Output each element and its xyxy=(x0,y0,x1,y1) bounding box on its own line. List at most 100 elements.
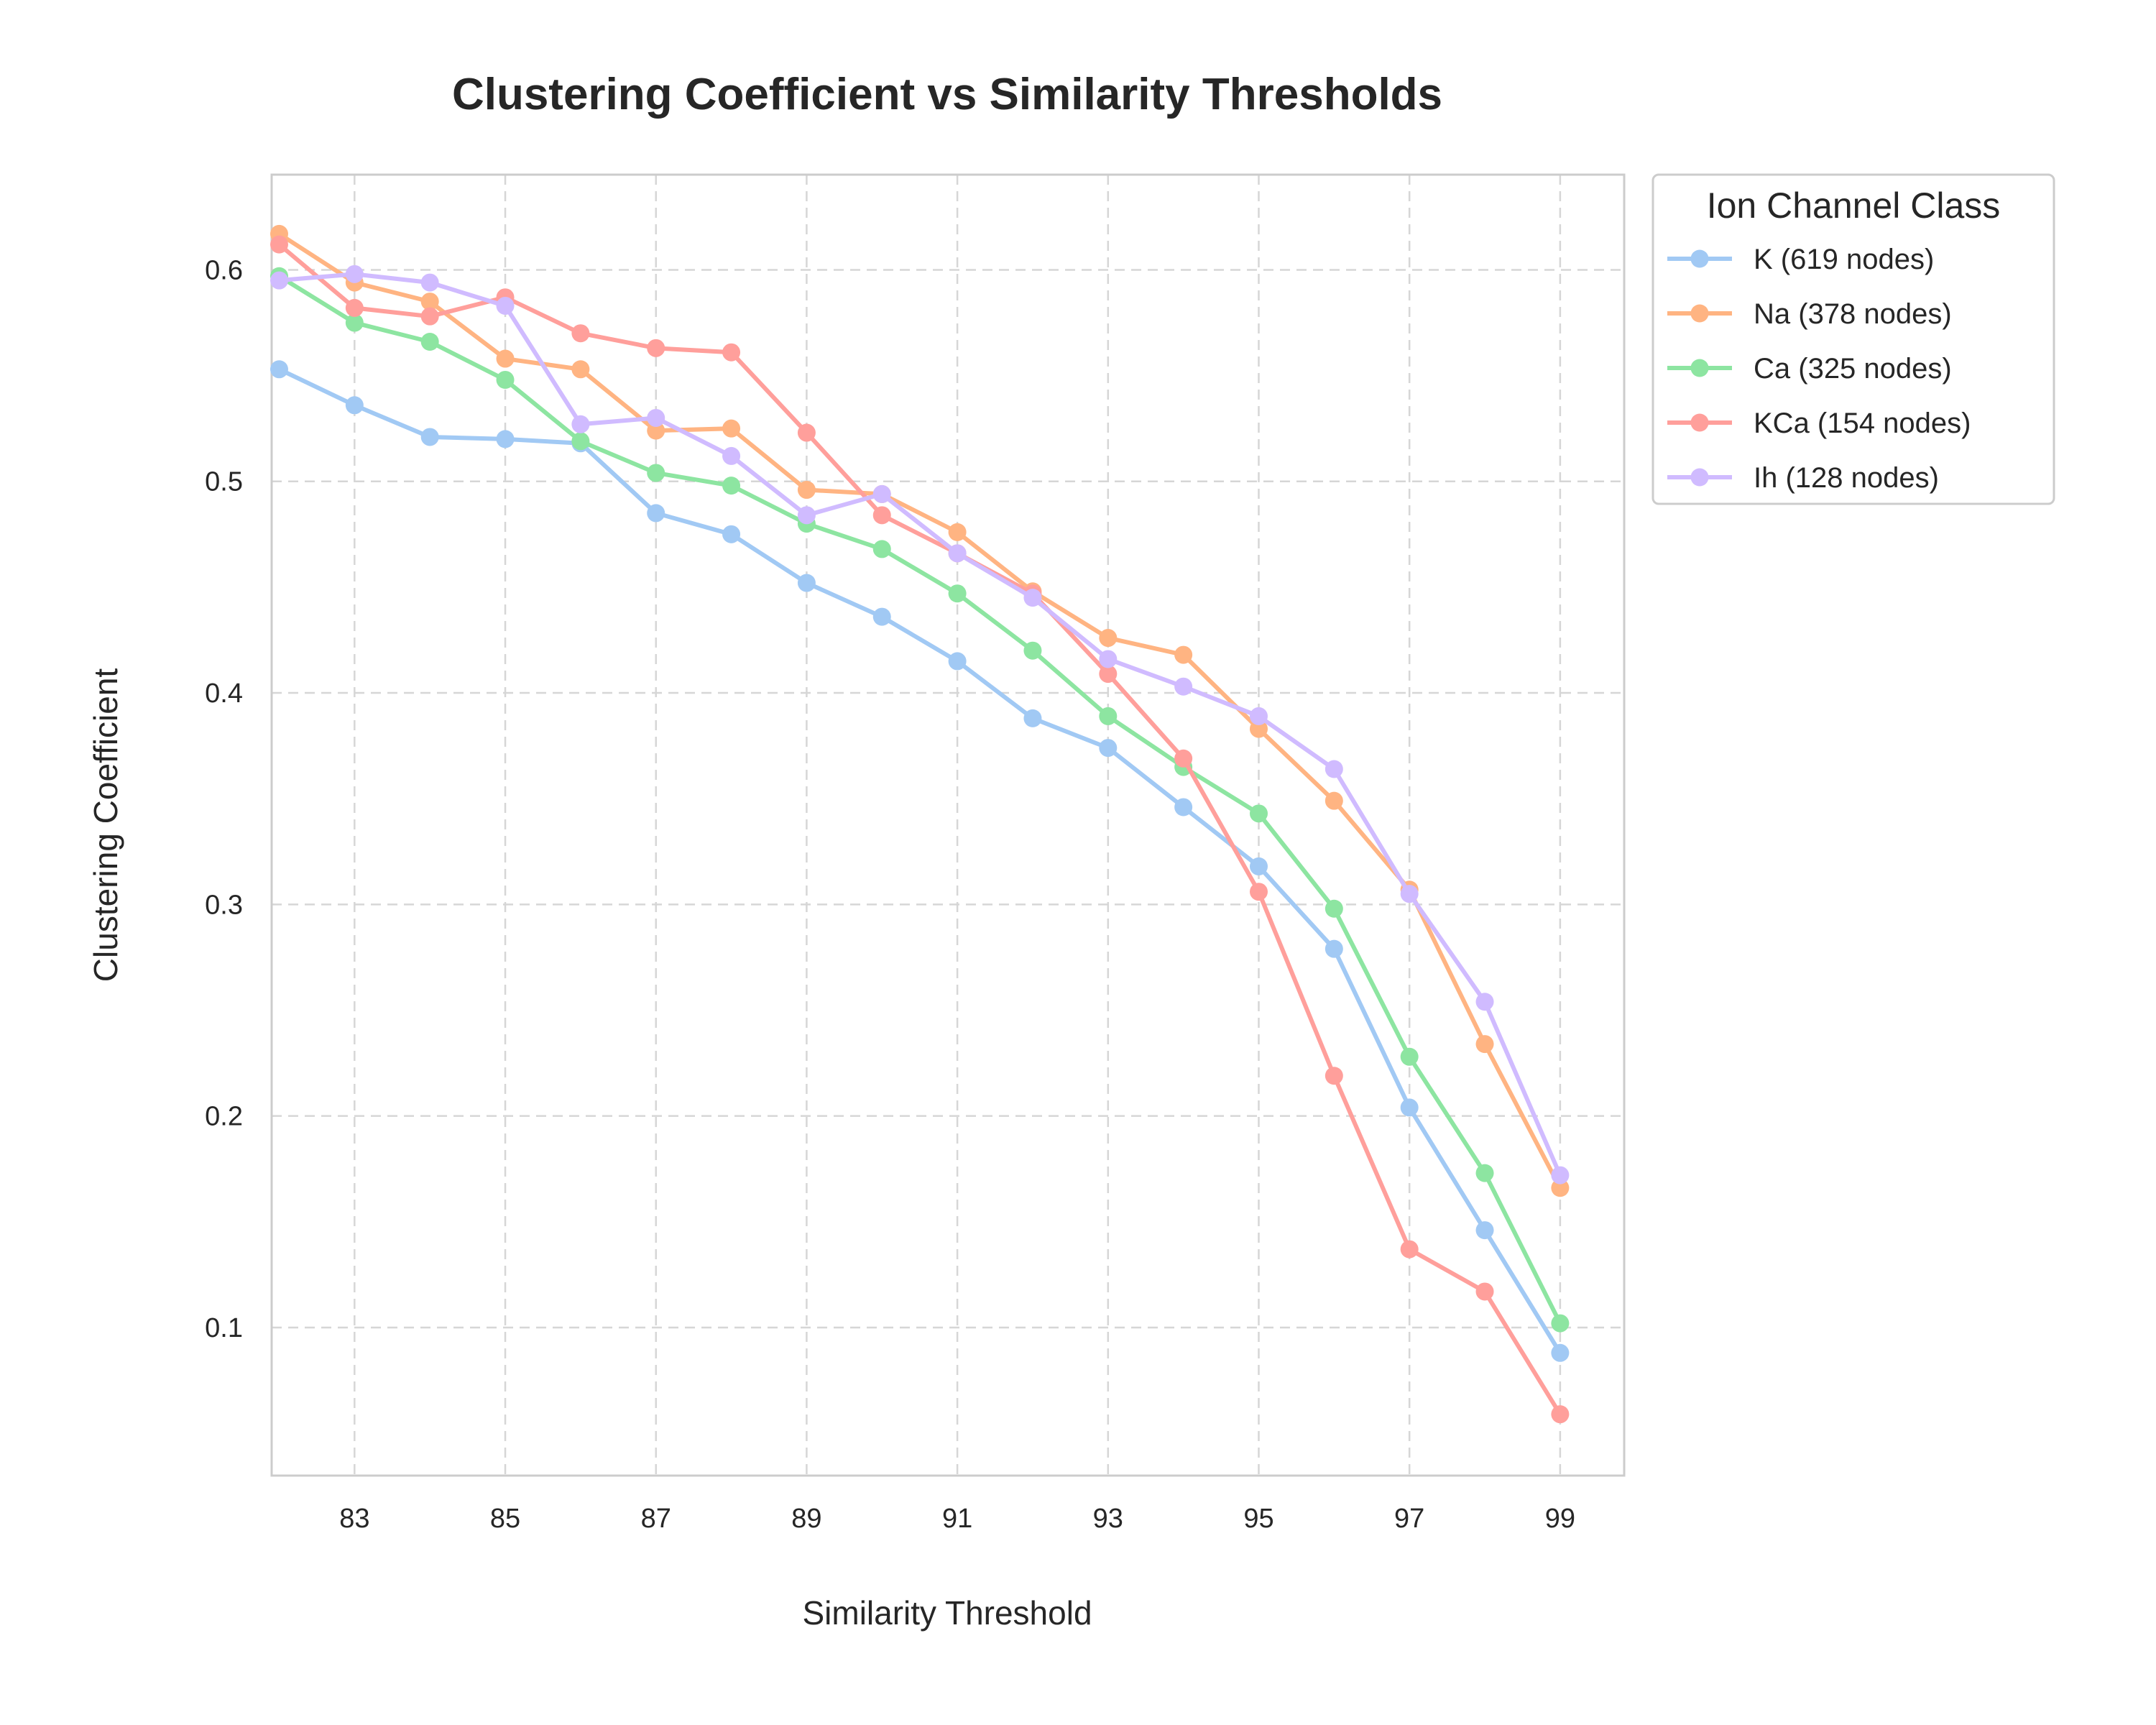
series-line xyxy=(277,274,1562,1326)
series-1 xyxy=(270,224,1570,1197)
series-line xyxy=(277,231,1562,1190)
legend-marker-swatch xyxy=(1690,359,1709,377)
y-tick-label: 0.4 xyxy=(205,678,243,709)
data-point xyxy=(1099,739,1118,758)
legend-label: Ih (128 nodes) xyxy=(1754,462,1939,494)
data-point xyxy=(1174,798,1193,816)
series-line xyxy=(277,367,1562,1356)
x-tick-label: 99 xyxy=(1545,1504,1575,1534)
data-point xyxy=(1099,665,1118,684)
data-point xyxy=(1023,589,1042,607)
series-line xyxy=(277,272,1562,1178)
data-point xyxy=(647,504,665,523)
legend: Ion Channel Class K (619 nodes) Na (378 n… xyxy=(1651,173,2055,505)
data-point xyxy=(872,607,891,626)
data-point xyxy=(722,525,741,543)
legend-entry: KCa (154 nodes) xyxy=(1667,408,1971,439)
data-point xyxy=(1249,857,1268,875)
x-axis-ticks: 83 85 87 89 91 93 95 97 99 xyxy=(339,1504,1575,1534)
data-point xyxy=(1023,641,1042,660)
legend-title: Ion Channel Class xyxy=(1707,185,2001,226)
data-point xyxy=(872,506,891,525)
data-point xyxy=(1325,1067,1343,1085)
data-point xyxy=(797,481,816,500)
data-point xyxy=(420,307,439,326)
data-point xyxy=(647,421,665,440)
data-point xyxy=(1325,760,1343,778)
legend-marker-swatch xyxy=(1690,304,1709,323)
data-point xyxy=(1400,885,1419,903)
data-point xyxy=(345,298,364,317)
data-point xyxy=(496,296,515,315)
y-tick-label: 0.3 xyxy=(205,890,243,920)
data-point xyxy=(1475,1221,1494,1240)
legend-marker-swatch xyxy=(1690,468,1709,487)
data-point xyxy=(948,584,967,603)
series-0 xyxy=(270,360,1570,1362)
data-point xyxy=(420,293,439,311)
data-point xyxy=(1475,1164,1494,1182)
x-tick-label: 97 xyxy=(1394,1504,1424,1534)
data-point xyxy=(1174,645,1193,664)
legend-entry: Na (378 nodes) xyxy=(1667,298,1952,330)
data-point xyxy=(1475,993,1494,1011)
data-point xyxy=(1099,629,1118,648)
data-point xyxy=(345,396,364,415)
data-point xyxy=(1099,650,1118,668)
data-point xyxy=(1249,719,1268,738)
y-axis-label: Clustering Coefficient xyxy=(87,668,124,983)
data-point xyxy=(647,339,665,357)
plot-frame xyxy=(270,173,1626,1477)
legend-entry: Ih (128 nodes) xyxy=(1667,462,1939,494)
y-tick-label: 0.6 xyxy=(205,255,243,285)
data-point xyxy=(872,484,891,503)
data-point xyxy=(1249,883,1268,901)
data-point xyxy=(948,523,967,541)
data-point xyxy=(948,544,967,563)
series-4 xyxy=(270,264,1570,1184)
data-point xyxy=(797,423,816,442)
x-tick-label: 95 xyxy=(1243,1504,1273,1534)
data-point xyxy=(948,652,967,671)
data-point xyxy=(420,428,439,446)
data-point xyxy=(722,343,741,362)
data-point xyxy=(722,419,741,438)
data-point xyxy=(420,273,439,292)
legend-label: Ca (325 nodes) xyxy=(1754,353,1952,385)
legend-label: KCa (154 nodes) xyxy=(1754,408,1971,439)
series-layer xyxy=(270,224,1570,1424)
legend-entry: K (619 nodes) xyxy=(1667,244,1934,275)
data-point xyxy=(1400,1240,1419,1259)
data-point xyxy=(345,313,364,332)
data-point xyxy=(1551,1405,1570,1424)
data-point xyxy=(420,333,439,351)
data-point xyxy=(1475,1282,1494,1301)
data-point xyxy=(1551,1314,1570,1333)
data-point xyxy=(647,408,665,427)
data-point xyxy=(1400,1047,1419,1066)
data-point xyxy=(571,415,590,433)
x-axis-label: Similarity Threshold xyxy=(802,1594,1092,1632)
data-point xyxy=(1174,749,1193,768)
legend-items: K (619 nodes) Na (378 nodes) Ca (325 nodes… xyxy=(1667,244,1971,494)
data-point xyxy=(1475,1035,1494,1054)
data-point xyxy=(496,430,515,448)
y-tick-label: 0.2 xyxy=(205,1102,243,1132)
series-3 xyxy=(270,235,1570,1424)
data-point xyxy=(1325,791,1343,810)
data-point xyxy=(1551,1343,1570,1362)
data-point xyxy=(1099,707,1118,725)
data-point xyxy=(1325,899,1343,918)
data-point xyxy=(571,324,590,343)
data-point xyxy=(647,464,665,482)
x-tick-label: 83 xyxy=(339,1504,369,1534)
legend-box xyxy=(1651,173,2055,505)
data-point xyxy=(1325,939,1343,958)
data-point xyxy=(496,370,515,389)
y-tick-label: 0.1 xyxy=(205,1313,243,1343)
data-point xyxy=(1023,709,1042,727)
data-point xyxy=(270,271,288,290)
x-tick-label: 85 xyxy=(490,1504,520,1534)
data-point xyxy=(1551,1166,1570,1184)
